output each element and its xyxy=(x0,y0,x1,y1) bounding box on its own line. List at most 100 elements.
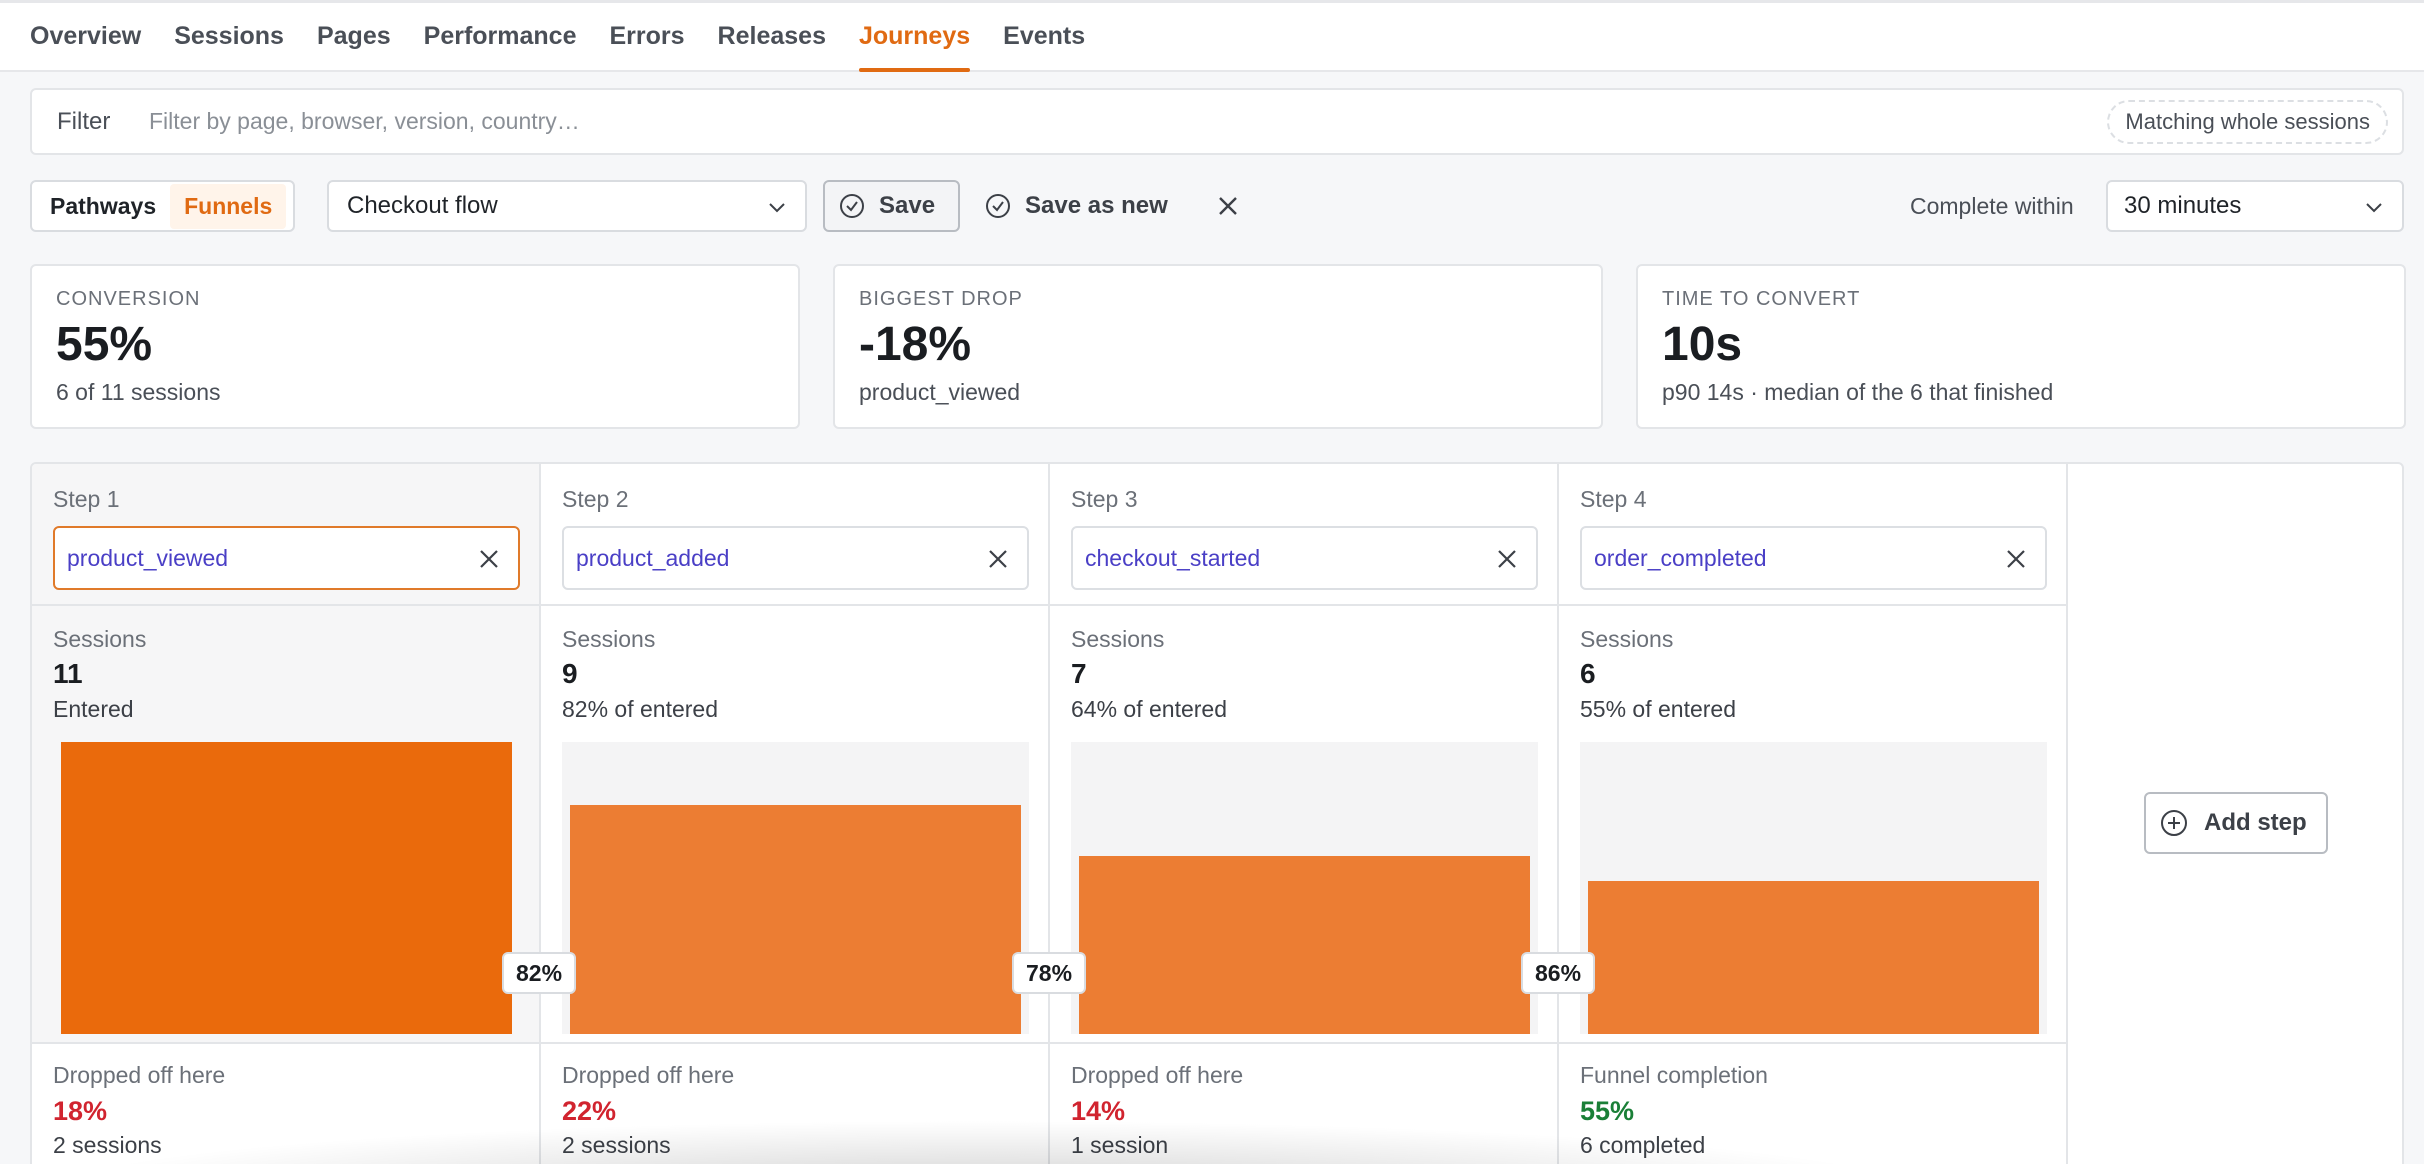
time-to-convert-card: Time to convert 10s p90 14s · median of … xyxy=(1636,264,2406,429)
divider xyxy=(32,604,539,606)
tab-performance[interactable]: Performance xyxy=(423,22,577,50)
chevron-down-icon xyxy=(2366,203,2382,213)
bar-track xyxy=(562,742,1029,1034)
divider xyxy=(541,1042,1048,1044)
top-nav: Overview Sessions Pages Performance Erro… xyxy=(0,0,2424,72)
footer-label: Dropped off here xyxy=(562,1062,735,1088)
funnel-bar xyxy=(1588,881,2039,1034)
step-label: Step 4 xyxy=(1580,486,1647,512)
step-event-field[interactable]: checkout_started xyxy=(1071,526,1538,590)
remove-step-icon[interactable] xyxy=(478,548,500,570)
sessions-count: 7 xyxy=(1071,658,1087,689)
divider xyxy=(1050,1042,1557,1044)
step-event-field[interactable]: order_completed xyxy=(1580,526,2047,590)
step-footer xyxy=(32,1044,539,1164)
funnel-step-4: Step 4 order_completed Sessions 6 55% of… xyxy=(1559,464,2068,1164)
tab-overview[interactable]: Overview xyxy=(30,22,142,50)
add-step-button[interactable]: Add step xyxy=(2144,792,2328,854)
footer-label: Funnel completion xyxy=(1580,1062,1768,1088)
save-as-new-label: Save as new xyxy=(1025,192,1168,219)
sessions-count: 9 xyxy=(562,658,578,689)
footer-value: 18% xyxy=(53,1096,108,1126)
check-circle-icon xyxy=(840,194,864,218)
bar-track xyxy=(53,742,520,1034)
save-button-label: Save xyxy=(879,192,936,219)
divider xyxy=(1050,604,1557,606)
time-to-convert-title: Time to convert xyxy=(1662,288,1861,310)
save-as-new-button[interactable]: Save as new xyxy=(985,180,1168,232)
remove-step-icon[interactable] xyxy=(987,548,1009,570)
mode-pathways-option[interactable]: Pathways xyxy=(50,192,157,219)
flow-select-value: Checkout flow xyxy=(347,192,498,219)
bar-track xyxy=(1580,742,2047,1034)
funnel-step-1: Step 1 product_viewed Sessions 11 Entere… xyxy=(32,464,541,1164)
filter-input[interactable] xyxy=(149,108,2108,135)
biggest-drop-title: Biggest drop xyxy=(859,288,1023,310)
sessions-label: Sessions xyxy=(53,626,147,652)
funnel-bar xyxy=(570,805,1021,1034)
step-event-field[interactable]: product_added xyxy=(562,526,1029,590)
mode-funnels-option[interactable]: Funnels xyxy=(170,183,287,229)
funnel-toolbar: Pathways Funnels Checkout flow Save Save… xyxy=(30,180,2404,232)
add-step-label: Add step xyxy=(2204,809,2307,836)
conversion-value: 55% xyxy=(56,318,153,371)
tab-errors[interactable]: Errors xyxy=(609,22,685,50)
footer-label: Dropped off here xyxy=(1071,1062,1244,1088)
time-to-convert-value: 10s xyxy=(1662,318,1743,371)
step-conversion-badge: 78% xyxy=(1012,952,1087,994)
match-mode-pill[interactable]: Matching whole sessions xyxy=(2107,99,2388,144)
footer-value: 22% xyxy=(562,1096,617,1126)
biggest-drop-sub: product_viewed xyxy=(859,379,1021,405)
plus-circle-icon xyxy=(2161,810,2187,836)
footer-value: 55% xyxy=(1580,1096,1635,1126)
funnel-step-2: Step 2 product_added Sessions 9 82% of e… xyxy=(541,464,1050,1164)
check-circle-icon xyxy=(986,194,1010,218)
step-label: Step 2 xyxy=(562,486,629,512)
step-label: Step 3 xyxy=(1071,486,1138,512)
mode-switch: Pathways Funnels xyxy=(30,180,295,232)
divider xyxy=(32,1042,539,1044)
sessions-sub: 82% of entered xyxy=(562,696,719,722)
sessions-count: 11 xyxy=(53,658,83,689)
funnel-bar xyxy=(1079,856,1530,1034)
conversion-card: Conversion 55% 6 of 11 sessions xyxy=(30,264,800,429)
biggest-drop-card: Biggest drop -18% product_viewed xyxy=(833,264,1603,429)
sessions-sub: Entered xyxy=(53,696,134,722)
funnel-bar xyxy=(61,742,512,1034)
save-button[interactable]: Save xyxy=(823,180,960,232)
divider xyxy=(541,604,1048,606)
remove-step-icon[interactable] xyxy=(1496,548,1518,570)
sessions-label: Sessions xyxy=(1071,626,1165,652)
complete-within-label: Complete within xyxy=(1910,192,2074,219)
filter-bar: Filter Matching whole sessions xyxy=(30,88,2404,155)
footer-sub: 2 sessions xyxy=(562,1132,671,1158)
tab-releases[interactable]: Releases xyxy=(717,22,826,50)
funnel-step-3: Step 3 checkout_started Sessions 7 64% o… xyxy=(1050,464,1559,1164)
tab-events[interactable]: Events xyxy=(1003,22,1086,50)
sessions-label: Sessions xyxy=(1580,626,1674,652)
chevron-down-icon xyxy=(769,203,785,213)
remove-step-icon[interactable] xyxy=(2005,548,2027,570)
tab-pages[interactable]: Pages xyxy=(316,22,391,50)
footer-sub: 2 sessions xyxy=(53,1132,162,1158)
sessions-sub: 55% of entered xyxy=(1580,696,1737,722)
divider xyxy=(1559,604,2066,606)
funnel-panel: Step 1 product_viewed Sessions 11 Entere… xyxy=(30,462,2404,1164)
complete-within-select[interactable]: 30 minutes xyxy=(2106,180,2404,232)
step-event-value: product_viewed xyxy=(67,544,229,571)
complete-within-value: 30 minutes xyxy=(2124,192,2242,219)
close-icon[interactable] xyxy=(1216,194,1240,218)
step-label: Step 1 xyxy=(53,486,120,512)
step-conversion-badge: 86% xyxy=(1521,952,1596,994)
biggest-drop-value: -18% xyxy=(859,318,972,371)
flow-select[interactable]: Checkout flow xyxy=(327,180,807,232)
step-event-field[interactable]: product_viewed xyxy=(53,526,520,590)
tab-journeys[interactable]: Journeys xyxy=(858,3,971,72)
tab-sessions[interactable]: Sessions xyxy=(174,22,284,50)
conversion-title: Conversion xyxy=(56,288,201,310)
footer-value: 14% xyxy=(1071,1096,1126,1126)
footer-sub: 6 completed xyxy=(1580,1132,1706,1158)
divider xyxy=(1559,1042,2066,1044)
bar-track xyxy=(1071,742,1538,1034)
step-conversion-badge: 82% xyxy=(502,952,577,994)
